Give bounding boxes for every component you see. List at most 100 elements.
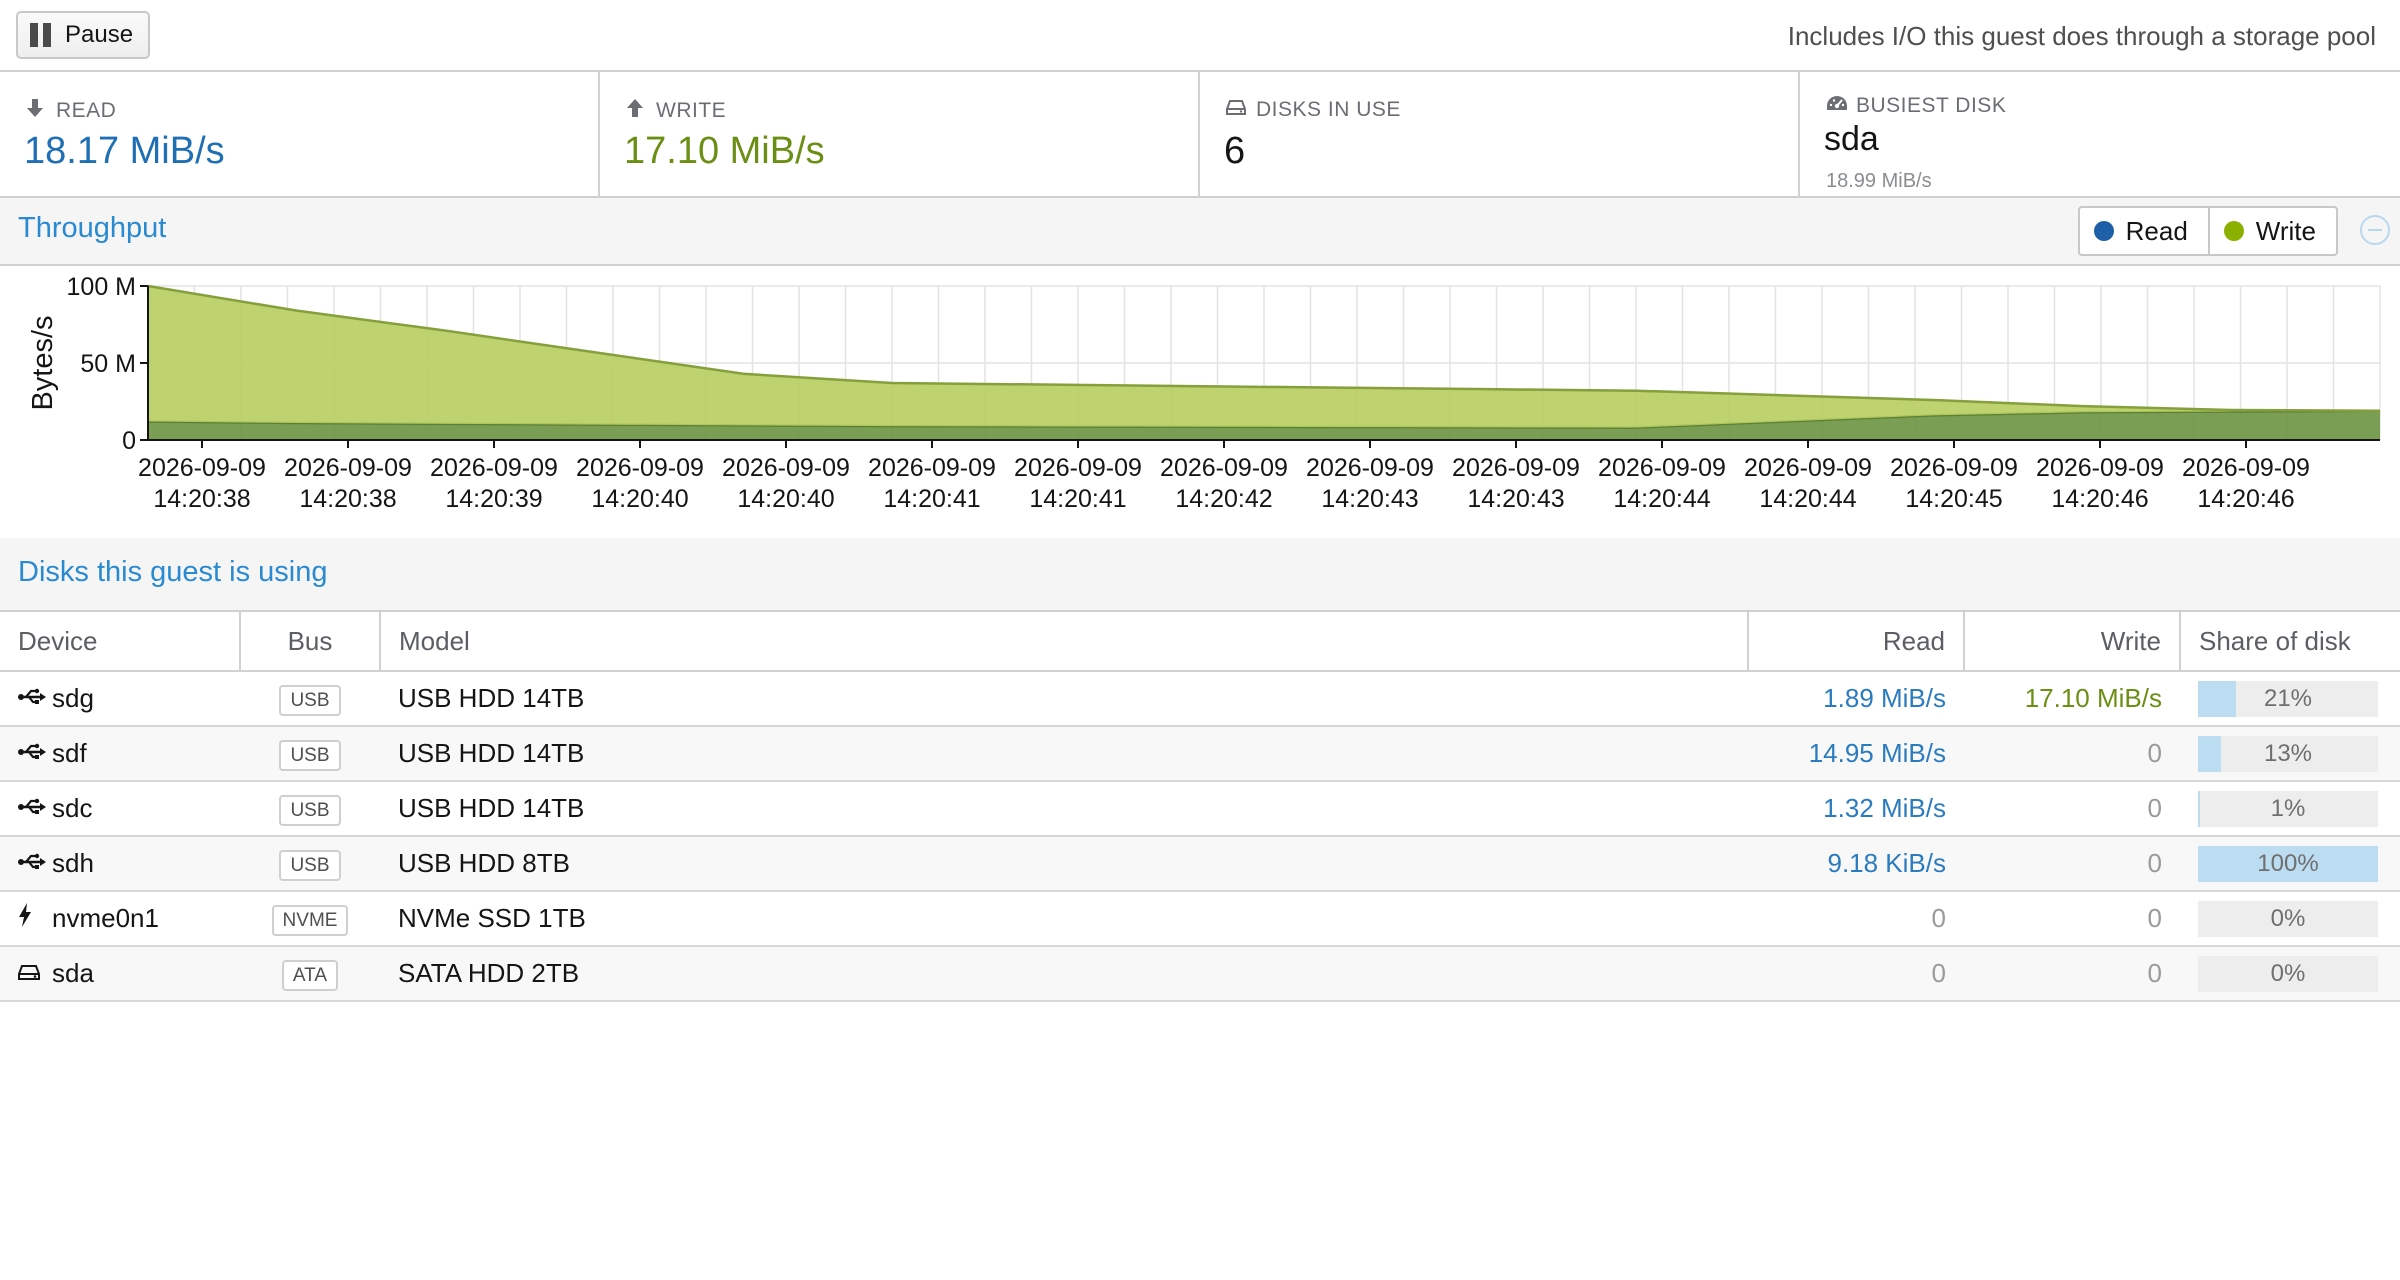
device-name: nvme0n1 xyxy=(52,903,159,933)
minus-icon xyxy=(2368,229,2382,231)
bus-badge: NVME xyxy=(271,904,349,936)
usb-icon xyxy=(18,795,52,823)
share-percent: 1% xyxy=(2270,794,2306,822)
write-card-value: 17.10 MiB/s xyxy=(624,130,825,172)
x-tick-label-time: 14:20:44 xyxy=(1613,485,1710,513)
legend-read-label: Read xyxy=(2125,215,2188,246)
throughput-header: Throughput Read Write xyxy=(0,198,2400,266)
series-area-write xyxy=(148,286,2380,428)
share-bar: 13% xyxy=(2198,735,2378,772)
bus-cell: USB xyxy=(240,781,380,837)
x-tick-label-time: 14:20:38 xyxy=(153,485,250,513)
share-percent: 21% xyxy=(2263,684,2313,712)
write-card-label-row: WRITE xyxy=(626,98,726,124)
read-card-label-row: READ xyxy=(26,98,116,124)
table-row[interactable]: sda ATA SATA HDD 2TB 0 0 0% xyxy=(0,946,2400,1002)
x-tick-label-time: 14:20:41 xyxy=(883,485,980,513)
column-header-bus[interactable]: Bus xyxy=(240,612,381,672)
busiest-card-label: BUSIEST DISK xyxy=(1856,94,2007,117)
model-cell: USB HDD 14TB xyxy=(380,726,1748,782)
share-percent: 0% xyxy=(2270,904,2306,932)
disks-title: Disks this guest is using xyxy=(18,556,328,588)
device-cell-content: sdh xyxy=(18,848,222,879)
write-cell: 17.10 MiB/s xyxy=(1964,671,2180,727)
share-bar: 0% xyxy=(2198,900,2378,937)
bus-badge: ATA xyxy=(281,959,339,991)
table-row[interactable]: nvme0n1 NVME NVMe SSD 1TB 0 0 0% xyxy=(0,891,2400,947)
table-row[interactable]: sdf USB USB HDD 14TB 14.95 MiB/s 0 13% xyxy=(0,726,2400,782)
table-row[interactable]: sdg USB USB HDD 14TB 1.89 MiB/s 17.10 MiB/s 2… xyxy=(0,671,2400,727)
pause-button[interactable]: Pause xyxy=(16,11,150,59)
read-cell: 9.18 KiB/s xyxy=(1748,836,1964,892)
x-tick-label-date: 2026-09-09 xyxy=(576,454,704,482)
series-area-read xyxy=(148,410,2380,440)
disks-in-use-card: DISKS IN USE 6 xyxy=(1200,72,1800,196)
x-tick-label-time: 14:20:46 xyxy=(2051,485,2148,513)
device-cell-content: sdf xyxy=(18,738,222,769)
column-header-device[interactable]: Device xyxy=(0,612,241,672)
x-tick-label-date: 2026-09-09 xyxy=(868,454,996,482)
y-tick-label: 50 M xyxy=(80,350,136,378)
table-row[interactable]: sdh USB USB HDD 8TB 9.18 KiB/s 0 100% xyxy=(0,836,2400,892)
table-header-row: Device Bus Model Read Write Share of dis… xyxy=(0,612,2400,672)
busiest-card-rate: 18.99 MiB/s xyxy=(1826,170,1932,192)
share-cell: 21% xyxy=(2180,671,2400,727)
legend-item-read[interactable]: Read xyxy=(2080,208,2208,254)
write-cell: 0 xyxy=(1964,726,2180,782)
model-cell: USB HDD 14TB xyxy=(380,781,1748,837)
read-cell: 14.95 MiB/s xyxy=(1748,726,1964,782)
bus-badge: USB xyxy=(279,849,341,881)
bus-badge: USB xyxy=(279,739,341,771)
share-bar-fill xyxy=(2198,735,2222,772)
device-name: sdf xyxy=(52,738,87,768)
series-line-write xyxy=(147,284,2381,412)
model-cell: SATA HDD 2TB xyxy=(380,946,1748,1002)
legend-write-label: Write xyxy=(2255,215,2316,246)
column-header-write[interactable]: Write xyxy=(1964,612,2181,672)
bus-cell: USB xyxy=(240,671,380,727)
share-cell: 100% xyxy=(2180,836,2400,892)
x-tick-label-date: 2026-09-09 xyxy=(1598,454,1726,482)
device-name: sda xyxy=(52,958,94,988)
x-tick-label-time: 14:20:43 xyxy=(1467,485,1564,513)
usb-icon xyxy=(18,740,52,768)
collapse-chart-button[interactable] xyxy=(2360,215,2390,245)
share-percent: 100% xyxy=(2257,849,2319,877)
table-row[interactable]: sdc USB USB HDD 14TB 1.32 MiB/s 0 1% xyxy=(0,781,2400,837)
busiest-card-value: sda xyxy=(1824,120,1879,158)
share-cell: 0% xyxy=(2180,891,2400,947)
column-header-share[interactable]: Share of disk xyxy=(2180,612,2400,672)
dashboard-icon xyxy=(1826,94,1848,118)
write-cell: 0 xyxy=(1964,946,2180,1002)
device-name: sdh xyxy=(52,848,94,878)
read-legend-dot xyxy=(2093,221,2114,241)
read-cell: 1.89 MiB/s xyxy=(1748,671,1964,727)
arrow-down-icon xyxy=(26,98,48,124)
x-tick-label-time: 14:20:40 xyxy=(591,485,688,513)
x-tick-label-date: 2026-09-09 xyxy=(2036,454,2164,482)
drive-icon xyxy=(1226,98,1248,122)
share-cell: 13% xyxy=(2180,726,2400,782)
read-cell: 0 xyxy=(1748,946,1964,1002)
share-bar: 1% xyxy=(2198,790,2378,827)
model-cell: USB HDD 14TB xyxy=(380,671,1748,727)
x-tick-label-time: 14:20:44 xyxy=(1759,485,1856,513)
x-tick-label-date: 2026-09-09 xyxy=(1306,454,1434,482)
usb-icon xyxy=(18,685,52,713)
write-card: WRITE 17.10 MiB/s xyxy=(600,72,1200,196)
column-header-read[interactable]: Read xyxy=(1748,612,1965,672)
column-header-model[interactable]: Model xyxy=(380,612,1749,672)
read-card: READ 18.17 MiB/s xyxy=(0,72,600,196)
share-percent: 13% xyxy=(2263,739,2313,767)
model-cell: USB HDD 8TB xyxy=(380,836,1748,892)
x-tick-label-date: 2026-09-09 xyxy=(1014,454,1142,482)
disks-card-value: 6 xyxy=(1224,130,1246,172)
usb-icon xyxy=(18,850,52,878)
legend-item-write[interactable]: Write xyxy=(2207,208,2336,254)
pause-icon xyxy=(30,23,51,47)
y-axis-title: Bytes/s xyxy=(27,315,59,410)
share-bar: 0% xyxy=(2198,955,2378,992)
write-cell: 0 xyxy=(1964,836,2180,892)
x-tick-label-time: 14:20:42 xyxy=(1175,485,1272,513)
bus-badge: USB xyxy=(279,794,341,826)
